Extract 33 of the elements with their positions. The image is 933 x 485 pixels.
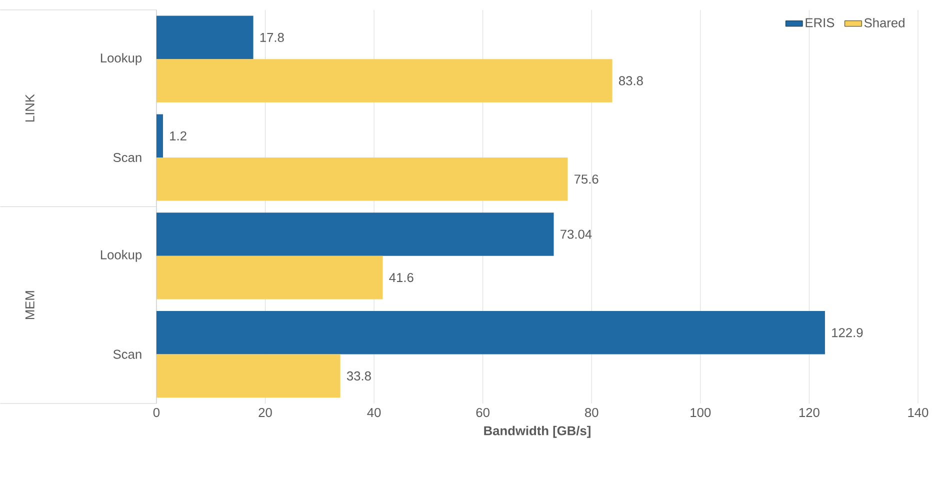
y-tick-label: Scan [113,350,142,360]
x-tick-label: 80 [585,408,598,418]
bar [156,114,163,158]
legend-label: Shared [864,18,904,28]
bar [156,354,340,398]
data-label: 41.6 [389,273,414,282]
bar [156,311,825,355]
data-label: 122.9 [832,328,863,338]
text: LINK [25,94,34,122]
x-tick-label: 100 [690,408,711,418]
x-tick-label: 0 [153,408,160,418]
x-tick-label: 140 [908,408,928,418]
x-tick-label: 40 [367,408,381,418]
data-label: 33.8 [346,372,371,381]
y-tick-label: Lookup [100,250,142,262]
legend-label: ERIS [806,18,834,28]
x-tick-label: 60 [476,408,490,418]
text: MEM [25,291,34,320]
x-tick-label: 20 [258,408,272,418]
bar [156,59,612,103]
data-label: 1.2 [170,132,186,141]
bar [156,256,383,300]
data-label: 83.8 [618,76,643,86]
data-label: 73.04 [560,230,592,239]
y-tick-label: Lookup [100,53,142,66]
bar [156,16,254,60]
x-tick-label: 120 [799,408,820,418]
x-axis-title: Bandwidth [GB/s] [484,426,590,438]
bar [156,158,568,201]
bar [156,212,554,256]
data-label: 75.6 [574,174,598,184]
y-tick-label: Scan [113,153,142,162]
data-label: 17.8 [260,33,284,42]
